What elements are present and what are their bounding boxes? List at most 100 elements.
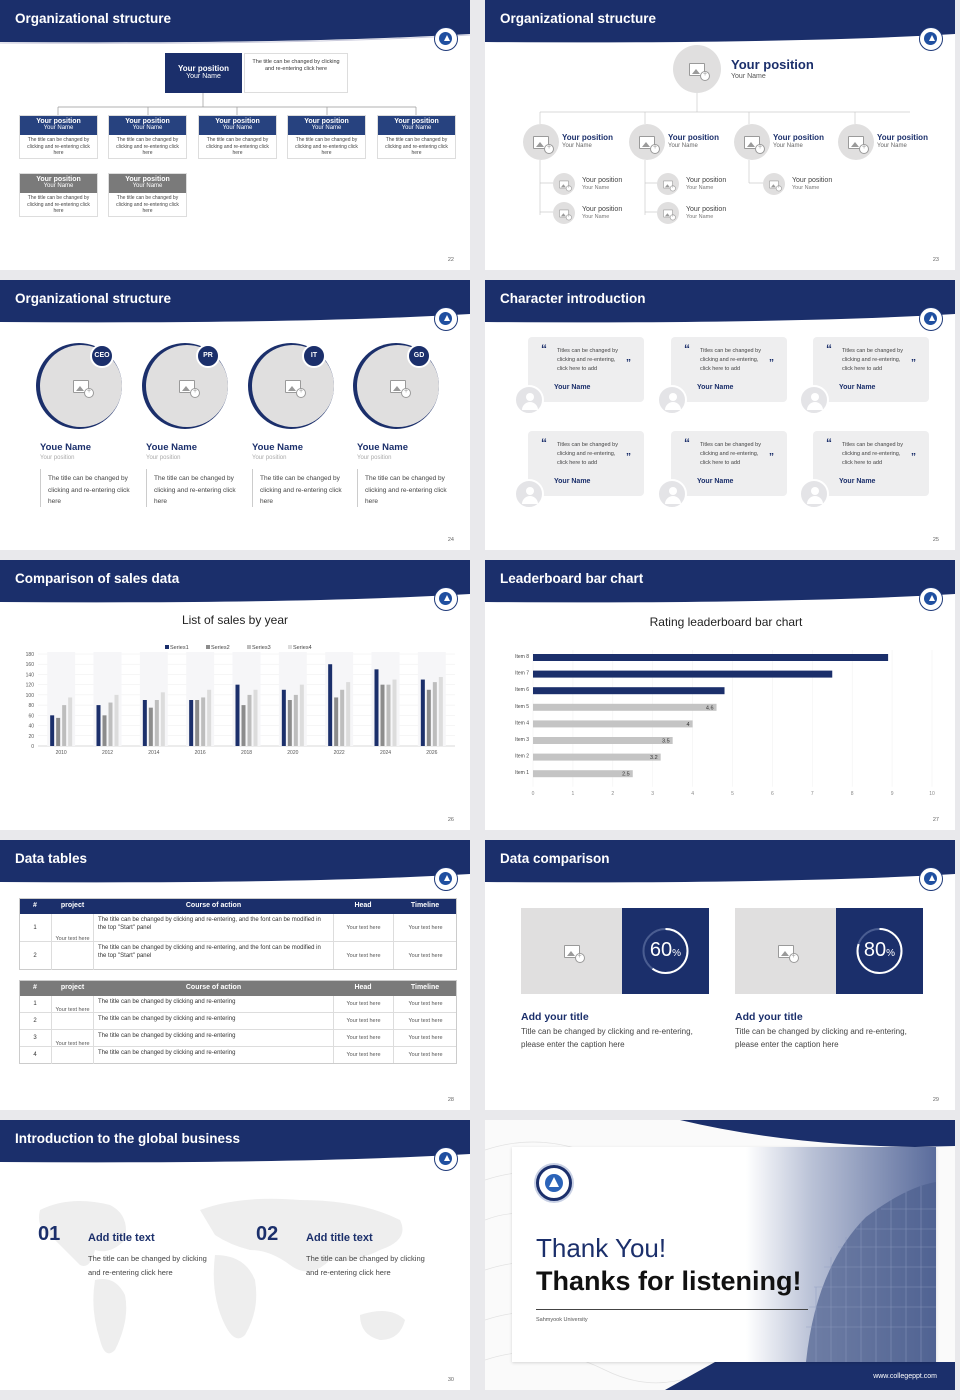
slide-header: Character introduction (485, 280, 955, 331)
slide-leaderboard[interactable]: Leaderboard bar chart Rating leaderboard… (485, 560, 955, 830)
row-number: 2 (33, 953, 37, 959)
slide-org-structure-3[interactable]: Organizational structure CEO Youe Name You… (0, 280, 470, 550)
org-sub-avatar[interactable] (657, 202, 679, 224)
image-placeholder[interactable] (521, 908, 622, 994)
org-avatar[interactable] (523, 124, 559, 160)
slide-character-intro[interactable]: Character introduction “ Titles can be ch… (485, 280, 955, 550)
bar (420, 679, 425, 746)
table-row (19, 914, 457, 942)
org-avatar[interactable] (838, 124, 874, 160)
slide-thank-you[interactable]: Thank You! Thanks for listening! Sahmyoo… (485, 1120, 955, 1390)
slide-data-comparison[interactable]: Data comparison 60% Add your title Title c… (485, 840, 955, 1110)
person-name: Youe Name (357, 442, 409, 453)
org-avatar[interactable] (629, 124, 665, 160)
image-placeholder-icon (848, 135, 869, 154)
person-circle[interactable] (36, 343, 122, 429)
org-name: Your Name (668, 143, 698, 149)
y-tick-label: 60 (28, 713, 34, 719)
progress-arc (856, 928, 903, 974)
org-top-avatar[interactable] (673, 45, 721, 93)
image-placeholder-icon (639, 135, 660, 154)
percent-panel: 80% (836, 908, 923, 994)
bar (340, 689, 345, 746)
university-logo-icon (434, 867, 458, 891)
org-position-box-grey[interactable]: Your position Your Name The title can be c… (19, 173, 98, 217)
x-tick-label: 9 (891, 791, 894, 797)
slide-title: Organizational structure (15, 11, 172, 26)
bar (148, 707, 153, 746)
org-position-box[interactable]: Your position Your Name The title can be c… (19, 115, 98, 159)
org-position-box[interactable]: Your position Your Name The title can be c… (108, 115, 187, 159)
bar (56, 717, 61, 746)
x-tick-label: 8 (851, 791, 854, 797)
slide-header: Leaderboard bar chart (485, 560, 955, 611)
org-position-header: Your position Your Name (20, 116, 97, 135)
org-position-desc: The title can be changed by clicking and… (206, 137, 269, 156)
bar (50, 715, 55, 746)
slide-header: Comparison of sales data (0, 560, 470, 611)
slide-title: Data tables (15, 851, 88, 866)
testimonial-card[interactable]: “ Titles can be changed by clicking and r… (671, 431, 787, 496)
org-sub-avatar[interactable] (553, 202, 575, 224)
org-position-box[interactable]: Your position Your Name The title can be c… (287, 115, 366, 159)
testimonial-card[interactable]: “ Titles can be changed by clicking and r… (813, 431, 929, 496)
slide-sales-comparison[interactable]: Comparison of sales data List of sales b… (0, 560, 470, 830)
x-tick-label: 7 (811, 791, 814, 797)
row-course: The title can be changed by clicking and… (98, 945, 321, 959)
avatar-head (526, 393, 534, 401)
university-name: Sahmyook University (536, 1317, 588, 1323)
percent-unit: % (672, 948, 682, 959)
row-timeline: Your text here (393, 1047, 457, 1064)
bar (299, 684, 304, 746)
university-logo-icon (434, 27, 458, 51)
data-label: 4 (687, 722, 690, 728)
image-placeholder-icon (689, 62, 710, 81)
row-course: The title can be changed by clicking and… (98, 999, 236, 1005)
website-url[interactable]: www.collegeppt.com (873, 1373, 937, 1380)
avatar-head (669, 393, 677, 401)
image-placeholder-icon (179, 379, 200, 398)
testimonial-card[interactable]: “ Titles can be changed by clicking and r… (528, 431, 644, 496)
org-position-title: Your position (36, 118, 81, 125)
data-label: 2.5 (622, 772, 630, 778)
org-top-box[interactable]: Your position Your Name (165, 53, 242, 93)
bar (281, 689, 286, 746)
contour-background (485, 1120, 955, 1390)
org-position-title: Your position (394, 118, 439, 125)
org-sub-name: Your Name (582, 185, 610, 191)
row-timeline: Your text here (393, 996, 457, 1013)
image-placeholder[interactable] (735, 908, 836, 994)
bar (533, 703, 717, 711)
slide-data-tables[interactable]: Data tables # project Course of action Head… (0, 840, 470, 1110)
org-sub-avatar[interactable] (553, 173, 575, 195)
row-number: 2 (33, 1018, 37, 1024)
university-logo-icon (919, 307, 943, 331)
org-position-box-grey[interactable]: Your position Your Name The title can be c… (108, 173, 187, 217)
org-sub-avatar[interactable] (657, 173, 679, 195)
row-number: 1 (33, 925, 37, 931)
org-position-box[interactable]: Your position Your Name The title can be c… (377, 115, 456, 159)
item-number: 01 (38, 1223, 61, 1245)
org-avatar[interactable] (734, 124, 770, 160)
bar (189, 700, 194, 746)
org-position-desc: The title can be changed by clicking and… (385, 137, 448, 156)
org-position-title: Your position (125, 118, 170, 125)
org-sub-name: Your Name (686, 185, 714, 191)
slide-org-structure-2[interactable]: Organizational structure Your position Y… (485, 0, 955, 270)
row-project: Your text here (51, 1030, 94, 1064)
org-sub-avatar[interactable] (763, 173, 785, 195)
image-placeholder-icon (744, 135, 765, 154)
testimonial-card[interactable]: “ Titles can be changed by clicking and r… (528, 337, 644, 402)
slide-global-business[interactable]: Introduction to the global business 01 Ad… (0, 1120, 470, 1390)
slide-org-structure-1[interactable]: Organizational structure Your position Y… (0, 0, 470, 270)
bar (154, 700, 159, 746)
quote-author-name: Your Name (554, 478, 591, 485)
org-sub-name: Your Name (686, 214, 714, 220)
testimonial-card[interactable]: “ Titles can be changed by clicking and r… (671, 337, 787, 402)
person-circle[interactable] (353, 343, 439, 429)
avatar-head (811, 487, 819, 495)
org-position-box[interactable]: Your position Your Name The title can be c… (198, 115, 277, 159)
image-placeholder-icon (663, 209, 676, 220)
testimonial-card[interactable]: “ Titles can be changed by clicking and r… (813, 337, 929, 402)
table-frame (19, 898, 457, 970)
